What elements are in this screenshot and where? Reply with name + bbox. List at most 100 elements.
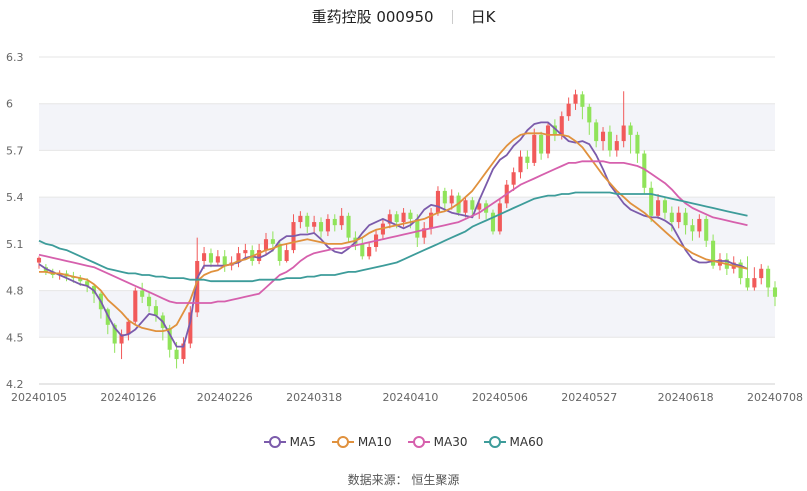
candle-body <box>415 218 420 238</box>
legend-item-ma30[interactable]: MA30 <box>407 435 468 449</box>
x-tick-label: 20240410 <box>382 391 438 404</box>
candle-body <box>635 134 640 154</box>
candle-body <box>449 195 454 204</box>
y-tick-label: 5.4 <box>6 191 24 204</box>
candle-body <box>339 215 344 226</box>
candle-body <box>649 187 654 216</box>
data-source: 数据来源： 恒生聚源 <box>0 471 807 488</box>
ma60-line <box>38 191 748 283</box>
candle-body <box>119 334 124 344</box>
candle-body <box>429 212 434 229</box>
legend-label: MA30 <box>433 435 468 449</box>
candle-body <box>126 321 131 335</box>
candle-body <box>346 215 351 238</box>
x-tick-label: 20240105 <box>11 391 67 404</box>
candle-body <box>704 218 709 241</box>
x-tick-label: 20240708 <box>747 391 803 404</box>
y-tick-label: 6.3 <box>6 51 24 64</box>
candle-body <box>594 122 599 142</box>
candle-body <box>243 250 248 254</box>
candle-body <box>566 103 571 117</box>
legend-label: MA5 <box>289 435 316 449</box>
source-label: 数据来源： <box>347 473 408 487</box>
candle-body <box>511 172 516 185</box>
y-tick-label: 6 <box>6 98 13 111</box>
candle-body <box>312 222 317 227</box>
candle-body <box>573 94 578 104</box>
candle-body <box>325 218 330 232</box>
candle-body <box>202 253 207 261</box>
candle-body <box>222 256 227 266</box>
candle-body <box>387 214 392 224</box>
candle-body <box>367 246 372 257</box>
candle-body <box>477 203 482 210</box>
legend-label: MA10 <box>357 435 392 449</box>
y-tick-label: 4.8 <box>6 285 24 298</box>
candle-body <box>133 290 138 322</box>
candle-body <box>525 156 530 163</box>
candle-body <box>263 239 269 251</box>
candle-body <box>195 260 200 313</box>
legend-swatch-icon <box>331 436 354 448</box>
candle-body <box>318 222 324 232</box>
candle-body <box>532 134 537 163</box>
candle-body <box>78 278 83 282</box>
candle-body <box>759 268 764 279</box>
candle-body <box>360 243 365 257</box>
candle-body <box>257 250 262 261</box>
candle-body <box>676 212 681 223</box>
candle-body <box>490 212 496 232</box>
y-tick-label: 4.2 <box>6 378 24 391</box>
x-tick-label: 20240318 <box>286 391 342 404</box>
candle-body <box>587 106 592 123</box>
title-divider <box>451 10 453 24</box>
candle-body <box>422 228 427 238</box>
candle-body <box>738 262 743 279</box>
candle-body <box>470 200 475 210</box>
source-value: 恒生聚源 <box>411 473 460 487</box>
candle-body <box>766 268 771 288</box>
candle-body <box>545 125 551 154</box>
candle-body <box>408 212 413 219</box>
candle-body <box>270 239 275 244</box>
legend-item-ma10[interactable]: MA10 <box>331 435 392 449</box>
candle-body <box>140 290 145 297</box>
candle-body <box>147 296 152 307</box>
candle-body <box>711 240 716 266</box>
legend-swatch-icon <box>483 436 506 448</box>
x-tick-label: 20240126 <box>100 391 156 404</box>
candle-body <box>669 212 674 223</box>
candle-body <box>277 243 282 261</box>
candle-body <box>683 212 688 226</box>
ma5-line <box>38 121 748 348</box>
legend-label: MA60 <box>509 435 544 449</box>
candle-body <box>305 215 310 227</box>
candle-body <box>772 287 778 297</box>
chart-legend: MA5 MA10 MA30 MA60 <box>0 435 807 449</box>
candle-body <box>167 327 172 350</box>
period-label[interactable]: 日K <box>470 8 496 26</box>
candle-body <box>298 215 303 223</box>
candle-body <box>552 125 557 135</box>
candle-body <box>435 190 440 213</box>
legend-item-ma5[interactable]: MA5 <box>263 435 316 449</box>
candle-body <box>401 212 406 223</box>
legend-swatch-icon <box>407 436 430 448</box>
candle-body <box>153 306 158 316</box>
candle-body <box>174 349 179 360</box>
candle-body <box>215 256 220 263</box>
candle-body <box>236 253 241 263</box>
candle-body <box>85 281 90 286</box>
candle-body <box>208 253 214 263</box>
chart-title: 重药控股 000950 日K <box>0 6 807 27</box>
candle-body <box>518 156 523 173</box>
ma10-line <box>39 132 748 333</box>
y-tick-label: 5.1 <box>6 238 24 251</box>
candlestick-chart: 4.2 4.5 4.8 5.1 5.4 5.7 6 6.3 20240105 20240126 20… <box>6 51 803 404</box>
candle-body <box>284 250 289 261</box>
legend-item-ma60[interactable]: MA60 <box>483 435 544 449</box>
candle-body <box>628 125 633 135</box>
candle-body <box>580 94 585 107</box>
candle-body <box>745 278 750 288</box>
y-tick-label: 4.5 <box>6 331 24 344</box>
